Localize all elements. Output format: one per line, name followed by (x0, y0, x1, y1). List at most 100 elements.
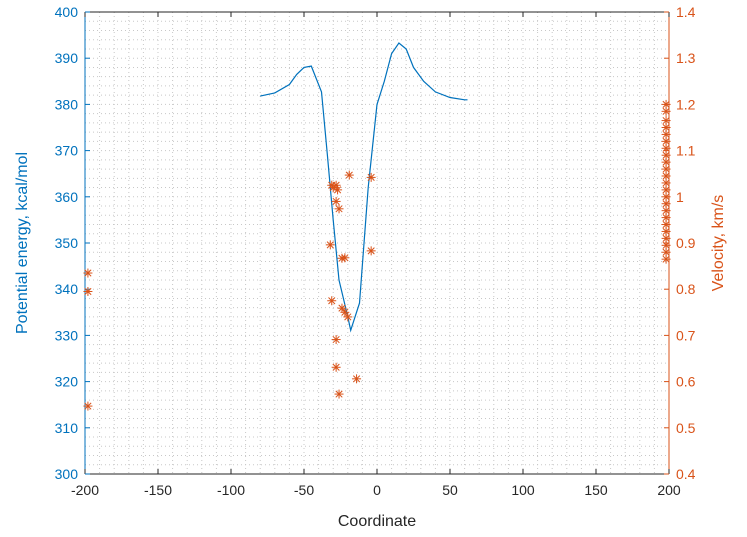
y-left-tick-label: 390 (55, 50, 79, 66)
velocity-point (334, 389, 344, 399)
asterisk-stroke (662, 130, 670, 139)
y-right-tick-label: 0.8 (676, 281, 696, 297)
asterisk-stroke (84, 402, 92, 410)
velocity-point (333, 185, 343, 195)
velocity-point (661, 106, 671, 116)
asterisk-stroke (333, 186, 342, 194)
asterisk-stroke (328, 297, 336, 305)
x-tick-label: -100 (217, 482, 245, 498)
asterisk-stroke (662, 193, 670, 201)
asterisk-stroke (662, 255, 670, 263)
x-tick-label: -200 (71, 482, 99, 498)
asterisk-stroke (662, 107, 670, 115)
asterisk-stroke (662, 179, 670, 187)
y-right-tick-label: 0.9 (676, 235, 696, 251)
velocity-point (83, 287, 93, 297)
x-tick-label: 50 (442, 482, 458, 498)
y-left-tick-label: 350 (55, 235, 79, 251)
asterisk-stroke (662, 220, 670, 229)
velocity-point (344, 170, 354, 180)
velocity-point (661, 226, 671, 236)
y-left-tick-label: 400 (55, 4, 79, 20)
velocity-point (325, 240, 335, 250)
asterisk-stroke (662, 116, 670, 125)
asterisk-stroke (367, 247, 375, 255)
asterisk-stroke (338, 304, 346, 312)
velocity-point (331, 362, 341, 372)
asterisk-stroke (662, 172, 670, 180)
asterisk-stroke (662, 186, 670, 194)
y-right-tick-label: 1.3 (676, 50, 696, 66)
asterisk-stroke (335, 205, 343, 213)
velocity-point (334, 204, 344, 214)
x-tick-label: 0 (373, 482, 381, 498)
velocity-point (337, 303, 347, 313)
velocity-point (331, 335, 341, 345)
asterisk-stroke (662, 248, 670, 256)
potential-energy-line (260, 42, 468, 333)
y-right-tick-label: 1 (676, 189, 684, 205)
asterisk-stroke (335, 390, 343, 398)
asterisk-stroke (84, 287, 92, 296)
velocity-point (331, 180, 341, 190)
y-right-tick-label: 1.4 (676, 4, 696, 20)
y-right-tick-label: 0.4 (676, 466, 696, 482)
velocity-point (340, 253, 350, 263)
velocity-point (83, 401, 93, 411)
x-tick-label: 150 (584, 482, 608, 498)
velocity-point (343, 312, 353, 322)
x-tick-label: 100 (511, 482, 535, 498)
y-left-tick-label: 310 (55, 420, 79, 436)
x-tick-label: -150 (144, 482, 172, 498)
asterisk-stroke (326, 241, 334, 249)
velocity-point (83, 268, 93, 278)
asterisk-stroke (662, 144, 670, 152)
velocity-point (661, 178, 671, 188)
asterisk-stroke (662, 158, 670, 166)
y-left-tick-label: 340 (55, 281, 79, 297)
y-left-tick-label: 380 (55, 96, 79, 112)
velocity-point (327, 296, 337, 306)
y-right-axis-title: Velocity, km/s (710, 195, 727, 292)
asterisk-stroke (367, 173, 375, 181)
asterisk-stroke (332, 363, 340, 371)
asterisk-stroke (662, 123, 670, 132)
y-left-tick-label: 370 (55, 143, 79, 159)
asterisk-stroke (662, 241, 670, 249)
velocity-point (661, 254, 671, 264)
velocity-scatter (83, 99, 671, 411)
y-right-tick-label: 0.7 (676, 327, 696, 343)
asterisk-stroke (352, 375, 361, 383)
y-left-tick-label: 330 (55, 327, 79, 343)
asterisk-stroke (345, 171, 353, 179)
asterisk-stroke (84, 269, 92, 277)
asterisk-stroke (662, 213, 670, 222)
velocity-point (366, 246, 376, 256)
asterisk-stroke (341, 254, 349, 262)
asterisk-stroke (662, 165, 670, 173)
x-tick-label: -50 (294, 482, 314, 498)
velocity-point (661, 240, 671, 250)
asterisk-stroke (662, 200, 670, 208)
y-right-tick-label: 0.6 (676, 374, 696, 390)
y-right-tick-label: 0.5 (676, 420, 696, 436)
velocity-point (366, 172, 376, 182)
asterisk-stroke (662, 234, 670, 242)
velocity-point (340, 307, 350, 317)
velocity-point (331, 196, 341, 206)
asterisk-stroke (662, 207, 670, 215)
asterisk-stroke (332, 197, 340, 206)
velocity-point (352, 374, 362, 384)
asterisk-stroke (332, 335, 340, 344)
asterisk-stroke (662, 151, 670, 159)
x-tick-label: 200 (657, 482, 681, 498)
y-left-tick-label: 320 (55, 374, 79, 390)
asterisk-stroke (662, 137, 670, 145)
asterisk-stroke (662, 227, 670, 236)
y-left-axis-title: Potential energy, kcal/mol (14, 152, 31, 334)
asterisk-stroke (341, 308, 349, 316)
y-right-tick-label: 1.2 (676, 96, 696, 112)
x-axis-title: Coordinate (338, 513, 416, 530)
y-right-tick-label: 1.1 (676, 143, 696, 159)
